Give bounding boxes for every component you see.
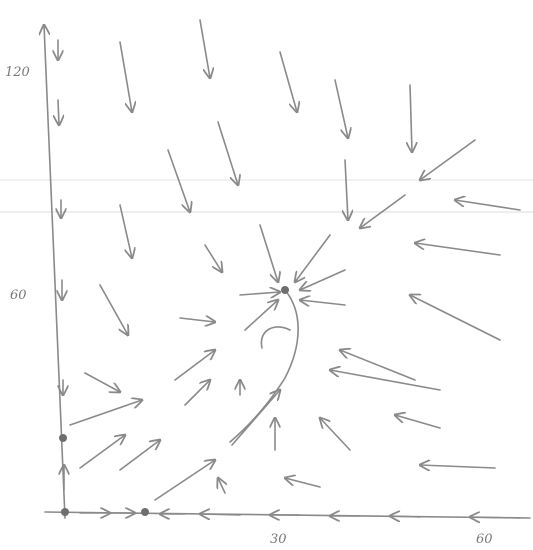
arrow (470, 517, 520, 518)
arrow (100, 285, 128, 335)
arrow (168, 150, 190, 212)
equilibrium-point (61, 508, 69, 516)
equilibrium-point (59, 434, 67, 442)
arrow (285, 478, 320, 487)
equilibrium-point (141, 508, 149, 516)
y-tick-label: 120 (5, 65, 30, 80)
arrow (410, 85, 412, 152)
trajectory (261, 327, 290, 348)
arrow (340, 350, 415, 380)
arrow (280, 52, 297, 112)
x-tick-label: 30 (270, 532, 287, 547)
arrow (320, 418, 350, 450)
arrow (295, 235, 330, 282)
arrow (410, 295, 500, 340)
arrow (330, 370, 440, 390)
arrow (200, 514, 240, 515)
arrow (120, 205, 132, 258)
arrow (240, 292, 280, 295)
arrow (70, 400, 142, 425)
arrow (335, 80, 348, 138)
arrow (180, 318, 215, 322)
arrow (185, 380, 210, 405)
arrow (300, 300, 345, 305)
arrow (455, 200, 520, 210)
arrow (260, 225, 278, 282)
arrow (218, 478, 225, 493)
y-tick-label: 60 (10, 288, 27, 303)
arrow (58, 100, 59, 125)
arrow (200, 20, 210, 78)
arrow (80, 435, 125, 468)
arrow (395, 415, 440, 428)
arrow (205, 245, 222, 272)
arrow (175, 350, 215, 380)
arrow (218, 122, 238, 185)
arrow (390, 516, 420, 517)
arrow (415, 243, 500, 255)
arrow (155, 460, 215, 500)
arrow (232, 390, 280, 445)
equilibrium-point (281, 286, 289, 294)
arrow (420, 465, 495, 468)
y-axis (44, 25, 65, 518)
arrow (345, 160, 348, 220)
arrow (300, 270, 345, 290)
arrow (120, 440, 160, 470)
x-tick-label: 60 (476, 532, 493, 547)
vector-field (58, 20, 520, 518)
arrow (245, 300, 278, 330)
phase-portrait: 120 60 30 60 (0, 0, 533, 550)
arrow (420, 140, 475, 180)
arrow (85, 373, 120, 392)
arrow (120, 42, 132, 112)
